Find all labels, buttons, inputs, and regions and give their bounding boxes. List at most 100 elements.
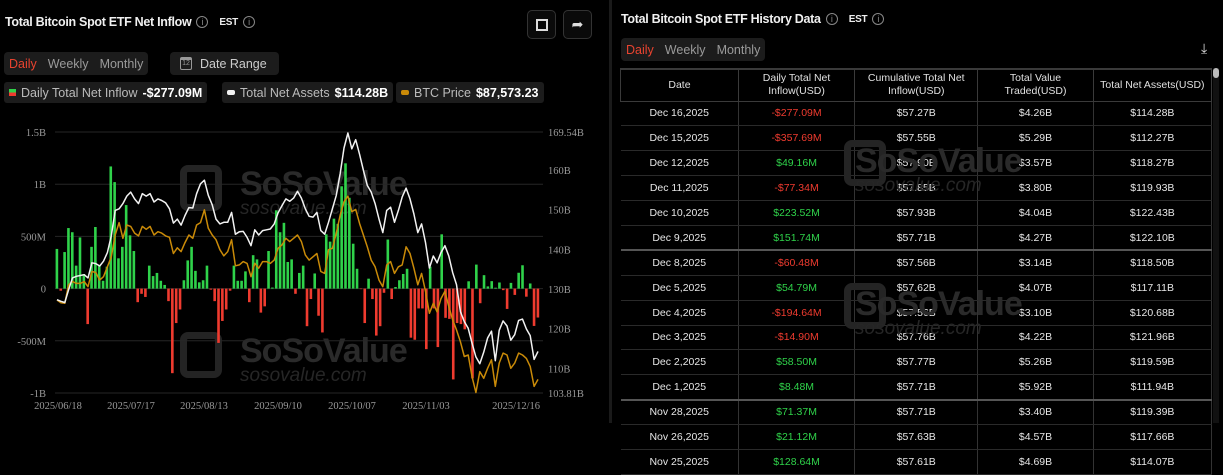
timezone-info-icon[interactable]: i: [242, 16, 255, 28]
tab-weekly[interactable]: Weekly: [664, 42, 706, 57]
inflow-bar: [147, 265, 151, 289]
inflow-bar: [448, 288, 451, 319]
inflow-bar: [205, 265, 209, 289]
cumulative-inflow-cell: $57.63B: [854, 424, 979, 450]
legend-label: Total Net Assets: [240, 85, 330, 100]
tab-weekly[interactable]: Weekly: [47, 56, 89, 71]
date-cell: Dec 11,2025: [620, 175, 739, 202]
watermark-logo: [180, 165, 222, 211]
daily-inflow-cell: $151.74M: [738, 225, 856, 252]
date-cell: Dec 1,2025: [620, 374, 739, 401]
inflow-bar: [371, 288, 374, 300]
inflow-bar: [321, 288, 324, 333]
daily-inflow-cell: -$357.69M: [738, 125, 856, 152]
inflow-bar: [194, 270, 197, 289]
inflow-bar: [290, 259, 293, 289]
inflow-bar: [197, 282, 201, 289]
watermark-logo: [844, 283, 886, 329]
table-row[interactable]: Dec 12,2025 $49.16M $57.90B $3.57B $118.27B: [620, 150, 1213, 177]
inflow-bar: [151, 276, 155, 289]
inflow-bar: [521, 265, 524, 289]
table-row[interactable]: Dec 11,2025 -$77.34M $57.85B $3.80B $119.93B: [620, 175, 1213, 202]
table-row[interactable]: Dec 2,2025 $58.50M $57.77B $5.26B $119.59B: [620, 349, 1213, 376]
inflow-bar: [536, 288, 540, 318]
history-data-panel: Total Bitcoin Spot ETF History Data i ES…: [612, 0, 1223, 475]
inflow-bar: [486, 286, 490, 289]
legend-value: $87,573.23: [475, 85, 539, 100]
daily-inflow-cell: -$14.90M: [738, 325, 856, 351]
y-left-tick-label: 0: [41, 285, 46, 296]
inflow-bar: [351, 243, 355, 289]
column-header: Total Net Assets(USD): [1092, 68, 1213, 102]
table-row[interactable]: Dec 5,2025 $54.79M $57.62B $4.07B $117.11B: [620, 275, 1213, 301]
info-icon[interactable]: i: [825, 13, 838, 25]
inflow-bar: [482, 275, 486, 289]
table-scrollbar[interactable]: [1213, 68, 1219, 423]
inflow-bar: [501, 288, 505, 291]
table-row[interactable]: Dec 15,2025 -$357.69M $57.55B $5.29B $112.27…: [620, 125, 1213, 152]
timezone-label: EST: [219, 16, 238, 28]
tab-daily[interactable]: Daily: [626, 42, 654, 57]
daily-inflow-cell: $49.16M: [738, 150, 856, 177]
cumulative-inflow-cell: $57.61B: [854, 449, 979, 475]
tab-monthly[interactable]: Monthly: [99, 56, 144, 71]
net-assets-cell: $114.28B: [1093, 101, 1213, 127]
inflow-bar: [509, 282, 513, 289]
inflow-bar: [244, 271, 247, 289]
fullscreen-button[interactable]: [527, 10, 556, 39]
legend-net-inflow[interactable]: Daily Total Net Inflow -$277.09M: [4, 82, 208, 103]
inflow-bar: [144, 288, 147, 297]
inflow-bar: [417, 288, 420, 309]
y-right-tick-label: 130B: [548, 285, 571, 296]
inflow-bar: [228, 288, 232, 291]
x-tick-label: 2025/09/10: [254, 401, 302, 412]
daily-inflow-cell: $128.64M: [738, 449, 856, 475]
watermark-logo: [180, 332, 222, 378]
legend-swatch-inflow-icon: [9, 89, 16, 96]
inflow-bar: [494, 287, 497, 289]
table-row[interactable]: Dec 1,2025 $8.48M $57.71B $5.92B $111.94B: [620, 374, 1213, 401]
y-right-tick-label: 140B: [548, 245, 571, 256]
table-row[interactable]: Nov 28,2025 $71.37M $57.71B $3.40B $119.39B: [620, 399, 1213, 426]
inflow-bar: [167, 288, 170, 302]
net-inflow-chart[interactable]: 1.5B 1B 500M 0 -500M -1B 169.54B 160B 150B 140B 13…: [0, 0, 609, 423]
inflow-bar: [140, 288, 143, 294]
value-traded-cell: $4.57B: [977, 424, 1094, 450]
net-assets-line: [56, 132, 539, 365]
share-button[interactable]: ➦: [563, 10, 592, 39]
table-row[interactable]: Dec 9,2025 $151.74M $57.71B $4.27B $122.10B: [620, 225, 1213, 252]
inflow-bar: [240, 280, 243, 289]
net-assets-cell: $120.68B: [1093, 300, 1213, 326]
inflow-bar: [398, 280, 401, 289]
inflow-bar: [367, 278, 370, 289]
scrollbar-thumb[interactable]: [1213, 68, 1219, 78]
net-assets-cell: $117.11B: [1093, 275, 1213, 301]
table-row[interactable]: Nov 26,2025 $21.12M $57.63B $4.57B $117.66B: [620, 424, 1213, 450]
timezone-info-icon[interactable]: i: [872, 13, 885, 25]
daily-inflow-cell: $223.52M: [738, 200, 856, 226]
y-left-tick-label: 1B: [34, 180, 46, 191]
tab-daily[interactable]: Daily: [9, 56, 37, 71]
date-range-button[interactable]: 12 Date Range: [170, 52, 279, 75]
table-row[interactable]: Dec 3,2025 -$14.90M $57.76B $4.22B $121.96B: [620, 325, 1213, 351]
date-cell: Dec 15,2025: [620, 125, 739, 152]
inflow-bar: [378, 288, 382, 327]
table-row[interactable]: Dec 10,2025 $223.52M $57.93B $4.04B $122.43B: [620, 200, 1213, 226]
legend-btc-price[interactable]: BTC Price $87,573.23: [396, 82, 544, 103]
table-row[interactable]: Dec 16,2025 -$277.09M $57.27B $4.26B $114.28…: [620, 101, 1213, 127]
download-icon[interactable]: ⤓: [1201, 40, 1208, 56]
value-traded-cell: $4.69B: [977, 449, 1094, 475]
tab-monthly[interactable]: Monthly: [716, 42, 761, 57]
legend-swatch-assets-icon: [227, 90, 235, 95]
table-row[interactable]: Dec 4,2025 -$194.64M $57.56B $3.10B $120.68B: [620, 300, 1213, 326]
table-row[interactable]: Nov 25,2025 $128.64M $57.61B $4.69B $114.07B: [620, 449, 1213, 475]
table-period-tabs: Daily Weekly Monthly: [621, 38, 766, 61]
inflow-bar: [451, 288, 455, 380]
inflow-bar: [478, 288, 482, 304]
y-right-tick-label: 110B: [548, 364, 570, 375]
legend-net-assets[interactable]: Total Net Assets $114.28B: [222, 82, 394, 103]
table-row[interactable]: Dec 8,2025 -$60.48M $57.56B $3.14B $118.50B: [620, 250, 1213, 276]
inflow-bar: [117, 258, 120, 289]
info-icon[interactable]: i: [196, 16, 209, 28]
inflow-bar: [86, 288, 89, 325]
